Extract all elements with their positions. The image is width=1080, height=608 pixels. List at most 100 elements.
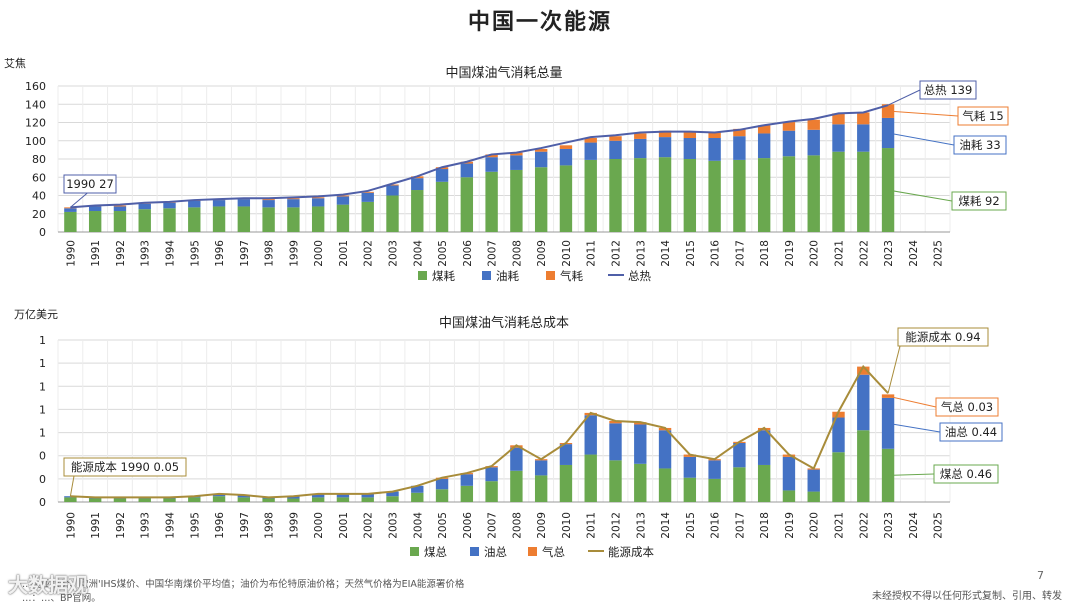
chart1-bar-gas <box>658 130 672 138</box>
chart2-callout-leader <box>69 475 75 497</box>
chart2-xtick-label: 2024 <box>908 512 920 539</box>
chart1-bar-coal <box>485 171 498 232</box>
chart1-bar-oil <box>336 196 350 205</box>
chart2-ytick-label: 0 <box>39 496 46 509</box>
chart1-bar-oil <box>658 137 672 158</box>
chart1-bar-oil <box>733 136 746 160</box>
chart2-ytick-label: 0 <box>39 473 46 486</box>
chart2-bar-oil <box>584 415 597 455</box>
chart1-bar-oil <box>634 138 647 159</box>
chart2-xtick-label: 2019 <box>784 512 796 539</box>
chart1-bar-coal <box>708 160 721 232</box>
chart2-bar-gas <box>857 366 870 375</box>
chart1-ytick-label: 100 <box>25 135 46 148</box>
chart1-bar-oil <box>386 185 399 196</box>
chart1-xtick-label: 2014 <box>660 240 672 267</box>
chart2-ytick-label: 1 <box>39 427 46 440</box>
chart2-xtick-label: 2018 <box>759 512 771 539</box>
chart1-bar-oil <box>361 192 374 202</box>
chart1-bar-oil <box>88 206 102 212</box>
chart1-bar-oil <box>534 151 548 168</box>
chart1-bar-gas <box>113 205 127 207</box>
chart1-xtick-label: 2009 <box>536 240 548 267</box>
chart2-bar-coal <box>485 481 498 502</box>
chart1-xtick-label: 2003 <box>388 240 400 267</box>
chart1-xtick-label: 2015 <box>685 240 697 267</box>
chart2-legend-label: 油总 <box>484 545 507 559</box>
chart2-bar-coal <box>584 454 597 502</box>
chart2-bar-coal <box>683 477 697 502</box>
chart1-ytick-label: 160 <box>25 80 46 93</box>
chart1-bar-coal <box>287 207 300 232</box>
chart1-xtick-label: 1997 <box>239 240 251 267</box>
chart2-bar-oil <box>386 491 399 497</box>
chart1-xtick-label: 2002 <box>363 240 375 267</box>
chart2-bar-coal <box>609 460 622 502</box>
chart1-bar-gas <box>708 131 721 139</box>
chart2-bar-oil <box>634 424 647 464</box>
chart2-bar-coal <box>361 497 374 502</box>
chart1-bar-coal <box>64 211 77 232</box>
chart1-ytick-label: 140 <box>25 98 46 111</box>
chart2-bar-coal <box>708 478 721 502</box>
chart1-bar-gas <box>534 148 548 152</box>
chart2-xtick-label: 2007 <box>487 512 499 539</box>
page-title: 中国一次能源 <box>467 9 612 35</box>
chart2-ytick-label: 1 <box>39 357 46 370</box>
chart1-xtick-label: 2017 <box>734 240 746 267</box>
chart2-xtick-label: 2016 <box>710 512 722 539</box>
chart1-xtick-label: 1990 <box>65 240 77 267</box>
chart2-bar-coal <box>287 498 300 502</box>
chart1-bar-oil <box>138 203 151 210</box>
chart1-bar-oil <box>460 163 474 178</box>
chart2-bar-oil <box>683 456 697 478</box>
chart1-xtick-label: 1999 <box>288 240 300 267</box>
chart1-callout-box <box>957 106 1009 126</box>
chart1-callout-label: 总热 139 <box>924 83 973 97</box>
chart1-bar-gas <box>584 138 597 143</box>
chart1-bar-oil <box>485 157 498 172</box>
chart2-xtick-label: 2015 <box>685 512 697 539</box>
chart2-xtick-label: 2012 <box>611 512 623 539</box>
chart1-bar-oil <box>708 138 721 161</box>
chart1-bar-coal <box>336 204 350 232</box>
chart1-bar-coal <box>88 211 102 232</box>
chart2-bar-coal <box>188 497 201 502</box>
chart1-xtick-label: 2006 <box>462 240 474 267</box>
chart1-bar-gas <box>857 112 870 125</box>
chart1-bar-coal <box>658 157 672 232</box>
chart1-bar-oil <box>411 178 424 191</box>
footer-copyright: 未经授权不得以任何形式复制、引用、转发 <box>872 591 1062 602</box>
footer-source-note: …契亚煤价、欧洲'IHS煤价、中国华南煤价平均值；油价为布伦特原油价格；天然气价… <box>22 579 465 590</box>
chart1-bar-oil <box>113 206 127 212</box>
chart2-xtick-label: 2020 <box>809 512 821 539</box>
chart2-bar-oil <box>534 460 548 476</box>
chart1-bar-coal <box>807 155 820 232</box>
chart2-xtick-label: 2001 <box>338 512 350 539</box>
chart2-bar-oil <box>411 485 424 493</box>
chart1-xtick-label: 1991 <box>90 240 102 267</box>
chart2-xtick-label: 2010 <box>561 512 573 539</box>
chart1-bar-coal <box>857 151 870 232</box>
chart1-ytick-label: 80 <box>32 153 46 166</box>
chart2-bar-gas <box>609 421 622 424</box>
chart1-bar-gas <box>733 128 746 137</box>
chart1-bar-coal <box>237 206 251 232</box>
chart1-bar-gas <box>757 125 771 134</box>
chart1-bar-oil <box>559 148 573 166</box>
chart1-legend-label: 总热 <box>628 269 651 283</box>
chart1-bar-coal <box>832 151 845 232</box>
chart2-xtick-label: 2025 <box>933 512 945 539</box>
chart2-legend-label: 煤总 <box>424 545 447 559</box>
chart1-callout-leader <box>887 189 953 202</box>
chart2-bar-oil <box>782 456 796 491</box>
chart1-callout-leader <box>887 132 955 146</box>
chart1-bar-oil <box>782 130 796 157</box>
chart2-bar-oil <box>708 460 721 479</box>
chart2-bar-coal <box>88 498 102 502</box>
chart1-legend-label: 气耗 <box>560 269 583 283</box>
chart2-bar-gas <box>832 411 845 418</box>
chart2-xtick-label: 2002 <box>363 512 375 539</box>
chart2-ytick-label: 1 <box>39 334 46 347</box>
